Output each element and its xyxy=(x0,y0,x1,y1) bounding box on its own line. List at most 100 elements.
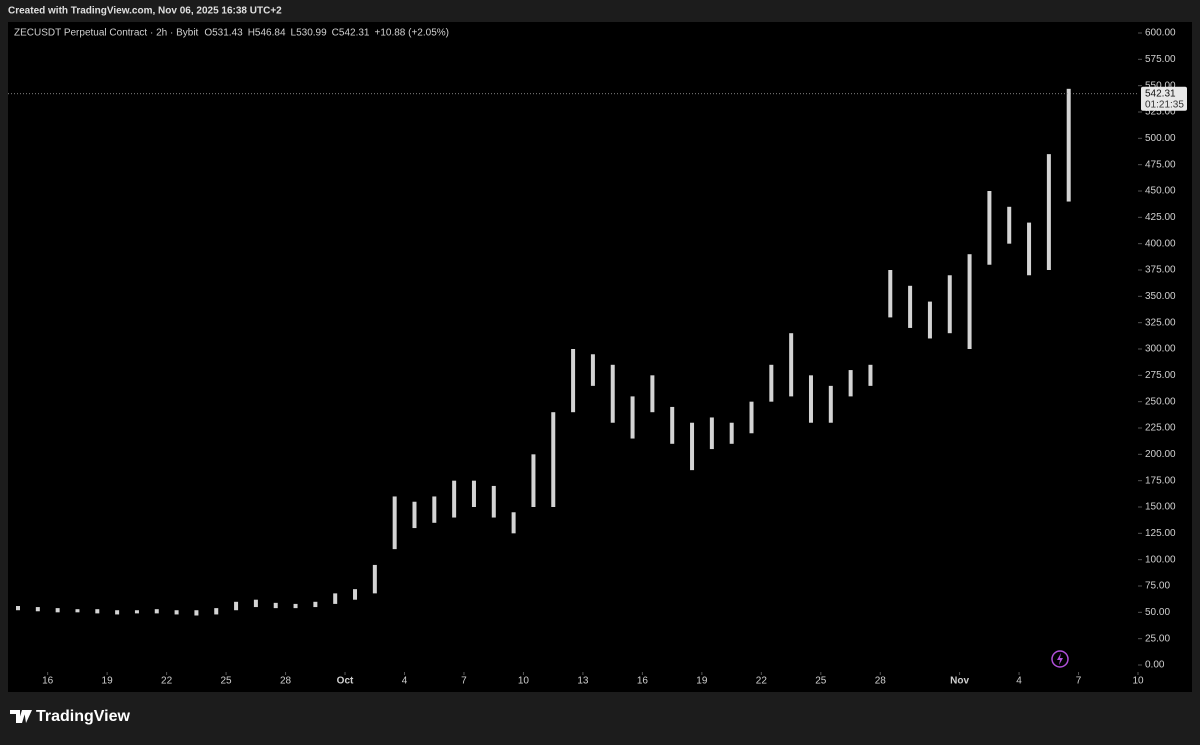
x-tick-label: 16 xyxy=(637,676,649,687)
x-tick-label: 25 xyxy=(815,676,827,687)
y-tick-label: 525.00 xyxy=(1145,107,1176,118)
chart-title: ZECUSDT Perpetual Contract · 2h · Bybit xyxy=(14,28,199,39)
price-bar xyxy=(670,406,675,444)
price-bar xyxy=(313,601,318,608)
logo-icon xyxy=(10,710,32,723)
y-tick-label: 25.00 xyxy=(1145,633,1170,644)
price-bar xyxy=(16,606,20,611)
price-bar xyxy=(471,480,476,507)
price-bar xyxy=(967,254,972,349)
price-bar xyxy=(115,610,120,615)
y-tick-label: 150.00 xyxy=(1145,502,1176,513)
y-tick-label: 125.00 xyxy=(1145,528,1176,539)
price-bar xyxy=(749,401,754,434)
y-tick-label: 75.00 xyxy=(1145,581,1170,592)
price-bar xyxy=(234,601,239,611)
price-bar xyxy=(828,385,833,423)
price-bar xyxy=(372,564,377,594)
y-tick-label: 300.00 xyxy=(1145,344,1176,355)
ohlc-value: O531.43 xyxy=(204,28,243,39)
price-bar xyxy=(769,364,774,402)
price-bar xyxy=(333,593,338,604)
price-bar xyxy=(987,191,992,265)
brand: TradingView xyxy=(36,708,131,725)
y-tick-label: 575.00 xyxy=(1145,54,1176,65)
price-bar xyxy=(432,496,437,523)
x-tick-label: 22 xyxy=(756,676,768,687)
y-tick-label: 450.00 xyxy=(1145,186,1176,197)
ohlc-legend: O531.43 H546.84 L530.99 C542.31 +10.88 (+2.0… xyxy=(204,28,449,39)
price-bar xyxy=(551,412,556,507)
y-tick-label: 500.00 xyxy=(1145,133,1176,144)
price-bar xyxy=(571,349,576,413)
y-tick-label: 350.00 xyxy=(1145,291,1176,302)
last-price-label: 542.31 xyxy=(1145,88,1176,99)
price-bar xyxy=(610,364,615,423)
price-bar xyxy=(1046,154,1051,270)
x-tick-label: 19 xyxy=(102,676,114,687)
x-tick-label: 7 xyxy=(1076,676,1082,687)
x-tick-label: 10 xyxy=(518,676,530,687)
x-tick-label: 10 xyxy=(1132,676,1144,687)
price-bar xyxy=(452,480,457,518)
price-bar xyxy=(848,370,853,397)
y-tick-label: 475.00 xyxy=(1145,159,1176,170)
x-tick-label: 16 xyxy=(42,676,54,687)
price-bar xyxy=(55,608,60,613)
price-bar xyxy=(590,354,595,386)
price-bar xyxy=(888,270,893,318)
y-tick-label: 600.00 xyxy=(1145,28,1176,39)
ohlc-value: C542.31 xyxy=(332,28,370,39)
y-tick-label: 225.00 xyxy=(1145,423,1176,434)
price-bar xyxy=(353,589,358,600)
y-tick-label: 175.00 xyxy=(1145,475,1176,486)
y-tick-label: 0.00 xyxy=(1145,660,1165,671)
price-bar xyxy=(491,485,496,518)
price-bar xyxy=(194,610,199,616)
price-bar xyxy=(868,364,873,386)
price-bar xyxy=(95,609,100,614)
price-bar xyxy=(947,275,952,334)
price-bar xyxy=(630,396,635,439)
price-bar xyxy=(650,375,655,413)
y-tick-label: 100.00 xyxy=(1145,554,1176,565)
x-tick-label: 28 xyxy=(280,676,292,687)
y-tick-label: 325.00 xyxy=(1145,317,1176,328)
x-tick-label: 19 xyxy=(696,676,708,687)
bolt-icon[interactable] xyxy=(1051,650,1069,668)
price-bar xyxy=(908,285,913,328)
y-tick-label: 375.00 xyxy=(1145,265,1176,276)
price-bar xyxy=(1007,206,1012,244)
price-bar xyxy=(531,454,536,507)
x-tick-label: 22 xyxy=(161,676,173,687)
price-bar xyxy=(1066,88,1071,202)
price-bar xyxy=(75,609,80,613)
countdown: 01:21:35 xyxy=(1145,99,1184,110)
price-bar xyxy=(35,607,40,612)
plot-area xyxy=(8,22,1192,692)
price-bar xyxy=(808,375,813,423)
price-bar xyxy=(273,602,278,609)
x-tick-label: 28 xyxy=(875,676,887,687)
y-tick-label: 275.00 xyxy=(1145,370,1176,381)
price-bar xyxy=(927,301,932,339)
price-bar xyxy=(253,599,258,608)
x-tick-label: 13 xyxy=(577,676,589,687)
price-bar xyxy=(214,608,219,615)
y-tick-label: 400.00 xyxy=(1145,238,1176,249)
bolt-circle[interactable] xyxy=(1051,650,1069,668)
ohlc-value: L530.99 xyxy=(291,28,328,39)
price-bar xyxy=(789,333,794,397)
price-bar xyxy=(134,610,139,614)
price-bar xyxy=(709,417,714,450)
price-bar xyxy=(174,610,179,615)
x-tick-label: Nov xyxy=(950,676,969,687)
y-tick-label: 425.00 xyxy=(1145,212,1176,223)
price-bar xyxy=(690,422,695,471)
x-tick-label: 7 xyxy=(461,676,467,687)
price-bar xyxy=(154,609,159,614)
y-tick-label: 250.00 xyxy=(1145,396,1176,407)
bolt[interactable] xyxy=(1057,653,1063,665)
